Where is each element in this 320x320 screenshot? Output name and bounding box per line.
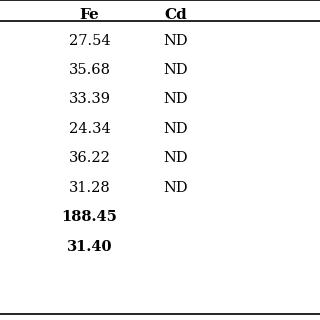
Text: Fe: Fe	[80, 8, 100, 22]
Text: 31.40: 31.40	[67, 240, 112, 254]
Text: 36.22: 36.22	[69, 151, 110, 165]
Text: 27.54: 27.54	[69, 34, 110, 48]
Text: ND: ND	[164, 181, 188, 195]
Text: 31.28: 31.28	[69, 181, 110, 195]
Text: ND: ND	[164, 63, 188, 77]
Text: ND: ND	[164, 34, 188, 48]
Text: ND: ND	[164, 122, 188, 136]
Text: 188.45: 188.45	[62, 210, 117, 224]
Text: 24.34: 24.34	[69, 122, 110, 136]
Text: 33.39: 33.39	[68, 92, 111, 107]
Text: 35.68: 35.68	[68, 63, 111, 77]
Text: Cd: Cd	[164, 8, 188, 22]
Text: ND: ND	[164, 151, 188, 165]
Text: ND: ND	[164, 92, 188, 107]
